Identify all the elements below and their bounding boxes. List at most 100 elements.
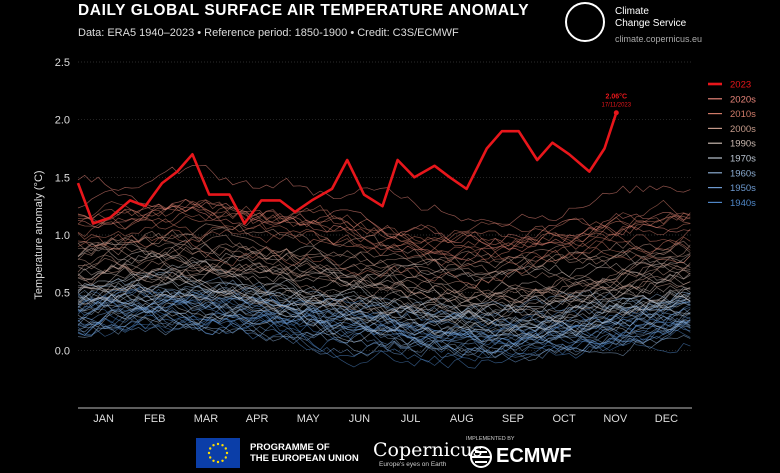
series-point-2023-last — [613, 110, 619, 116]
copernicus-subtitle: Europe's eyes on Earth — [379, 461, 447, 468]
eu-star — [209, 456, 212, 459]
series-line-1960s — [77, 297, 691, 341]
x-tick-label: JUL — [401, 413, 421, 425]
c3s-logo: Climate Change Service climate.copernicu… — [565, 0, 765, 48]
series-line-2000s — [77, 239, 691, 289]
x-tick-label: AUG — [450, 413, 474, 425]
y-tick-label: 0.5 — [55, 288, 70, 300]
series-line-1990s — [77, 239, 691, 286]
series-line-1940s — [77, 313, 691, 347]
series-line-1990s — [77, 269, 691, 317]
eu-star — [209, 447, 212, 450]
series-line-1950s — [77, 293, 691, 343]
eu-star — [221, 444, 224, 447]
page-title: DAILY GLOBAL SURFACE AIR TEMPERATURE ANO… — [78, 2, 530, 19]
series-line-1990s — [77, 284, 691, 326]
series-line-1990s — [77, 275, 691, 319]
page-subtitle: Data: ERA5 1940–2023 • Reference period:… — [78, 27, 459, 39]
series-line-2020s — [77, 199, 691, 261]
series-line-1940s — [77, 314, 691, 369]
series-line-2010s — [77, 199, 691, 249]
x-tick-label: SEP — [502, 413, 524, 425]
x-tick-label: NOV — [603, 413, 628, 425]
x-tick-label: MAY — [297, 413, 321, 425]
series-line-2020s — [77, 165, 691, 227]
series-line-1960s — [77, 310, 691, 361]
y-tick-label: 0.0 — [55, 345, 70, 357]
series-line-1970s — [77, 276, 691, 337]
series-line-2000s — [77, 226, 691, 265]
y-tick-label: 1.0 — [55, 230, 70, 242]
y-tick-label: 2.0 — [55, 115, 70, 127]
eu-star — [221, 459, 224, 462]
eu-star — [216, 442, 220, 446]
footer-logos: PROGRAMME OF THE EUROPEAN UNION Copernic… — [0, 432, 780, 470]
ecmwf-logo: IMPLEMENTED BY ECMWF — [466, 436, 586, 470]
ecmwf-icon — [470, 446, 492, 468]
series-line-1960s — [77, 281, 691, 320]
legend-label: 1940s — [730, 198, 756, 209]
series-line-1950s — [77, 304, 691, 348]
annotation-date: 17/11/2023 — [602, 103, 632, 109]
series-line-2000s — [77, 257, 691, 303]
eu-programme-text: PROGRAMME OF THE EUROPEAN UNION — [250, 442, 359, 464]
eu-star — [212, 459, 215, 462]
y-axis-label: Temperature anomaly (°C) — [33, 170, 45, 299]
series-line-2020s — [77, 189, 691, 247]
series-line-2000s — [77, 242, 691, 295]
series-line-2010s — [77, 198, 691, 253]
ecmwf-name: ECMWF — [496, 445, 572, 467]
legend-label: 1960s — [730, 168, 756, 179]
series-line-2000s — [78, 254, 691, 304]
eu-star — [224, 447, 227, 450]
x-tick-label: DEC — [655, 413, 678, 425]
copernicus-logo: Copernicus Europe's eyes on Earth — [365, 436, 482, 470]
series-line-1970s — [77, 283, 691, 332]
series-line-2000s — [77, 232, 691, 275]
x-tick-label: APR — [246, 413, 269, 425]
legend-label: 1970s — [730, 154, 756, 165]
series-line-2010s — [77, 229, 691, 289]
series-line-1990s — [77, 267, 691, 317]
c3s-name: Climate Change Service — [615, 6, 687, 29]
c3s-url: climate.copernicus.eu — [615, 34, 703, 44]
series-line-1990s — [77, 255, 691, 310]
x-tick-label: MAR — [194, 413, 219, 425]
eu-star — [212, 444, 215, 447]
eu-star — [216, 460, 220, 464]
series-line-1990s — [77, 256, 691, 306]
series-line-2010s — [77, 228, 691, 257]
x-tick-label: JUN — [349, 413, 370, 425]
y-tick-label: 2.5 — [55, 57, 70, 69]
legend-label: 2020s — [730, 94, 756, 105]
eu-star — [207, 451, 211, 455]
series-line-2023 — [76, 112, 618, 225]
x-tick-label: FEB — [144, 413, 165, 425]
series-line-2010s — [77, 199, 691, 248]
eu-star — [224, 456, 227, 459]
legend-label: 2010s — [730, 109, 756, 120]
series-line-1990s — [77, 264, 691, 307]
series-line-1960s — [77, 303, 691, 357]
series-line-1990s — [77, 241, 691, 283]
series-line-1990s — [77, 249, 691, 303]
implemented-by: IMPLEMENTED BY — [466, 436, 515, 442]
series-line-2010s — [77, 218, 691, 270]
legend-label: 2000s — [730, 124, 756, 135]
series-line-1950s — [77, 293, 691, 351]
series-line-2000s — [77, 247, 691, 303]
x-tick-label: JAN — [93, 413, 114, 425]
eu-star — [225, 451, 229, 455]
c3s-ring-icon — [565, 2, 605, 42]
legend-label: 1990s — [730, 139, 756, 150]
eu-flag-icon — [196, 438, 240, 468]
series-line-1970s — [77, 302, 691, 338]
series-line-1970s — [77, 279, 691, 330]
series-line-1970s — [77, 294, 691, 337]
temperature-chart: 2.5 2.0 1.5 1.0 0.5 0.0 Temperature anomaly (°… — [33, 57, 756, 425]
copernicus-name: Copernicus — [373, 439, 483, 461]
annotation-value: 2.06°C — [606, 93, 627, 101]
legend-label: 2023 — [730, 80, 751, 91]
legend-label: 1950s — [730, 183, 756, 194]
y-tick-label: 1.5 — [55, 172, 70, 184]
